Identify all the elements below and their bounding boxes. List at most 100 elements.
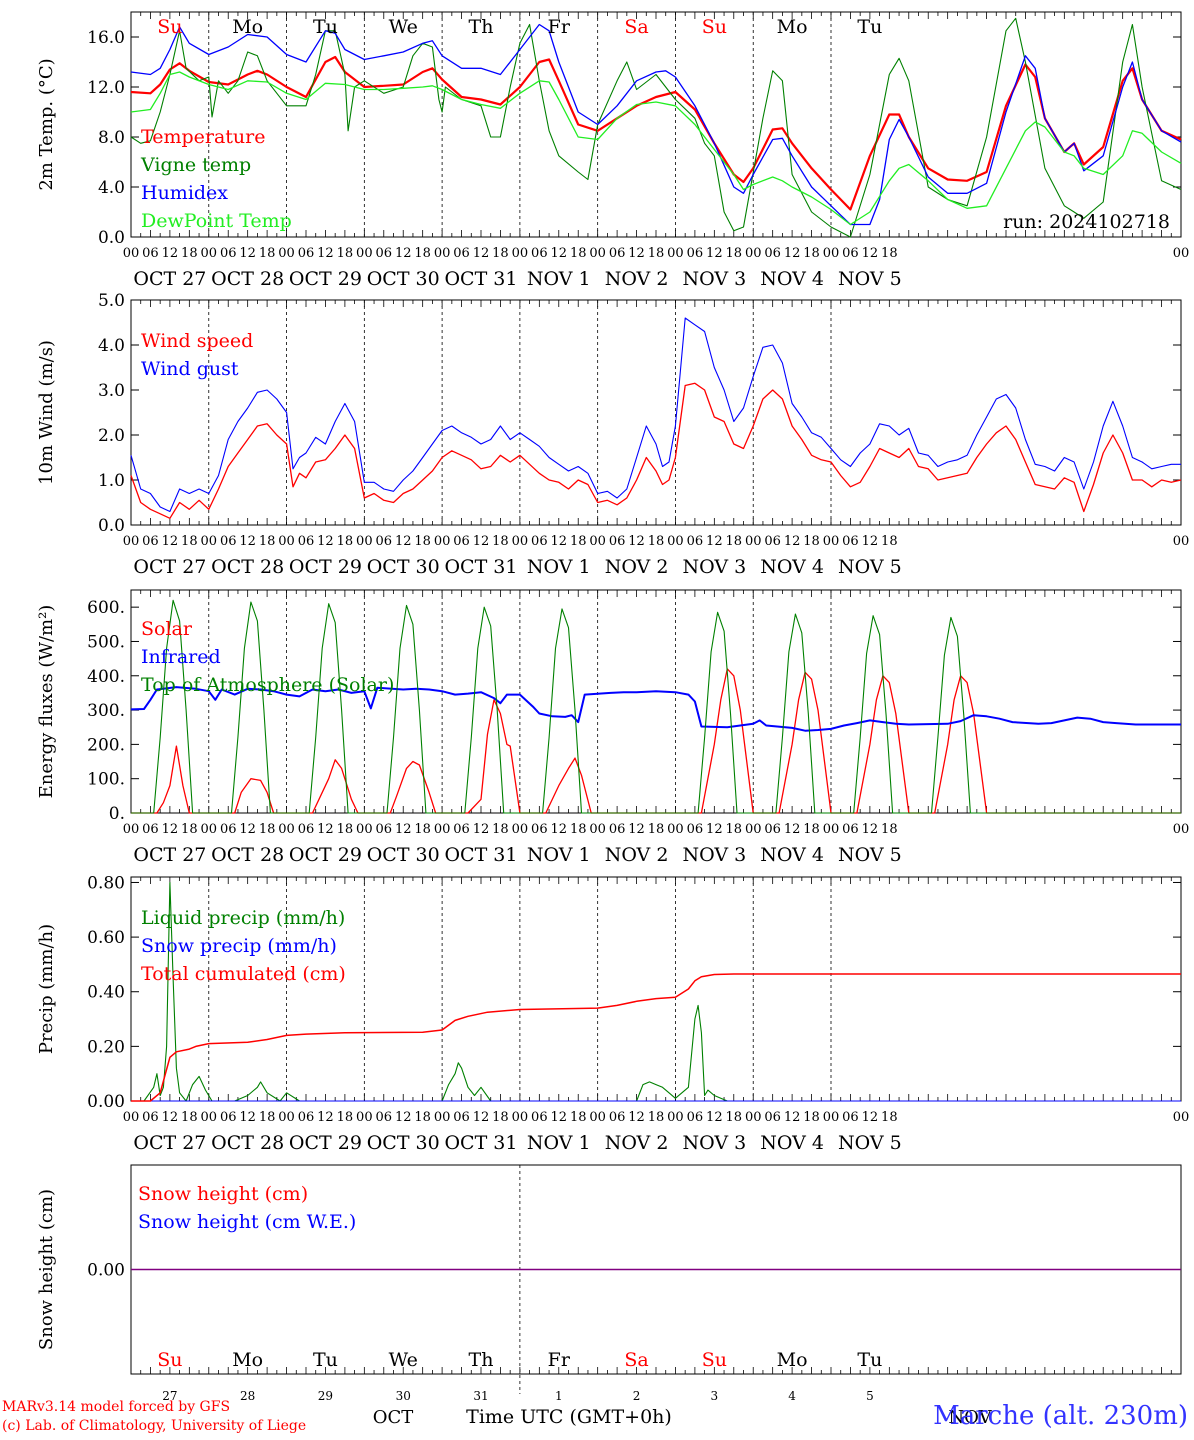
hour-label: 18: [259, 246, 276, 261]
y-axis-title: 2m Temp. (°C): [36, 58, 57, 190]
hour-label: 12: [784, 1110, 801, 1125]
hour-label: 00: [1173, 1110, 1190, 1125]
hour-label: 06: [376, 822, 393, 837]
hour-label: 12: [628, 246, 645, 261]
hour-label: 00: [356, 822, 373, 837]
hour-label: 06: [764, 534, 781, 549]
hour-label: 12: [239, 1110, 256, 1125]
hour-label: 00: [123, 534, 140, 549]
hour-label: 06: [298, 1110, 315, 1125]
y-tick-label: 200.: [87, 735, 125, 755]
weekday-label: Fr: [548, 16, 571, 38]
date-label: OCT 31: [444, 268, 517, 290]
day-number: 3: [711, 1389, 719, 1403]
hour-label: 00: [201, 246, 218, 261]
weekday-label-bottom: Fr: [548, 1349, 571, 1371]
hour-label: 06: [142, 246, 159, 261]
weekday-label: Mo: [232, 16, 263, 38]
hour-label: 18: [881, 1110, 898, 1125]
legend-entry: Vigne temp: [140, 154, 251, 176]
hour-label: 06: [842, 534, 859, 549]
day-number: 2: [633, 1389, 641, 1403]
hour-label: 18: [337, 822, 354, 837]
date-label: NOV 4: [760, 1132, 824, 1154]
hour-label: 06: [298, 246, 315, 261]
hour-label: 00: [1173, 246, 1190, 261]
hour-label: 00: [434, 822, 451, 837]
hour-label: 06: [376, 1110, 393, 1125]
hour-label: 12: [473, 534, 490, 549]
y-tick-label: 4.0: [98, 336, 125, 356]
hour-label: 00: [123, 246, 140, 261]
hour-label: 06: [531, 822, 548, 837]
date-label: OCT 30: [367, 556, 440, 578]
hour-label: 06: [687, 534, 704, 549]
legend-entry: Wind speed: [141, 330, 253, 352]
hour-label: 12: [862, 1110, 879, 1125]
date-label: NOV 3: [682, 268, 746, 290]
hour-label: 06: [609, 534, 626, 549]
date-label: OCT 28: [211, 1132, 284, 1154]
hour-label: 00: [123, 822, 140, 837]
hour-label: 06: [687, 1110, 704, 1125]
hour-label: 18: [259, 822, 276, 837]
hour-label: 06: [842, 822, 859, 837]
hour-label: 18: [181, 1110, 198, 1125]
hour-label: 12: [395, 534, 412, 549]
hour-label: 00: [201, 822, 218, 837]
hour-label: 00: [512, 246, 529, 261]
y-tick-label: 0.20: [87, 1037, 125, 1057]
hour-label: 06: [142, 1110, 159, 1125]
hour-label: 12: [317, 1110, 334, 1125]
series-humidex: [130, 23, 1182, 226]
hour-label: 12: [551, 1110, 568, 1125]
hour-label: 00: [823, 246, 840, 261]
hour-label: 06: [531, 246, 548, 261]
legend-entry: Snow height (cm): [138, 1183, 308, 1205]
hour-label: 12: [239, 822, 256, 837]
day-number: 27: [162, 1389, 177, 1403]
lab-credit: (c) Lab. of Climatology, University of L…: [2, 1418, 307, 1434]
date-label: NOV 2: [605, 1132, 669, 1154]
hour-label: 18: [803, 1110, 820, 1125]
hour-label: 00: [356, 534, 373, 549]
date-label: OCT 27: [133, 844, 206, 866]
hour-label: 18: [492, 822, 509, 837]
hour-label: 06: [842, 246, 859, 261]
station-label: Marche (alt. 230m): [933, 1401, 1188, 1431]
hour-label: 18: [726, 246, 743, 261]
date-label: OCT 27: [133, 1132, 206, 1154]
legend-entry: Snow precip (mm/h): [141, 935, 337, 957]
y-tick-label: 0.00: [87, 1261, 125, 1281]
y-tick-label: 4.0: [98, 178, 125, 198]
month-label: OCT: [373, 1407, 414, 1428]
hour-label: 06: [531, 1110, 548, 1125]
hour-label: 00: [434, 1110, 451, 1125]
hour-label: 12: [162, 534, 179, 549]
weekday-label-bottom: Su: [157, 1349, 182, 1371]
y-tick-label: 0.0: [98, 228, 125, 248]
run-label: run: 2024102718: [1003, 211, 1170, 233]
hour-label: 12: [317, 822, 334, 837]
hour-label: 06: [609, 1110, 626, 1125]
hour-label: 00: [278, 1110, 295, 1125]
date-label: OCT 29: [289, 556, 362, 578]
hour-label: 00: [434, 534, 451, 549]
date-label: OCT 28: [211, 556, 284, 578]
hour-label: 12: [784, 246, 801, 261]
hour-label: 18: [492, 534, 509, 549]
date-label: OCT 29: [289, 268, 362, 290]
hour-label: 00: [512, 1110, 529, 1125]
hour-label: 00: [278, 534, 295, 549]
weekday-label: Mo: [777, 16, 808, 38]
hour-label: 12: [551, 822, 568, 837]
hour-label: 12: [162, 1110, 179, 1125]
date-label: NOV 2: [605, 844, 669, 866]
date-label: NOV 5: [838, 1132, 902, 1154]
hour-label: 18: [881, 534, 898, 549]
y-tick-label: 5.0: [98, 291, 125, 311]
hour-label: 18: [726, 1110, 743, 1125]
hour-label: 06: [376, 246, 393, 261]
hour-label: 18: [492, 1110, 509, 1125]
date-label: OCT 30: [367, 1132, 440, 1154]
